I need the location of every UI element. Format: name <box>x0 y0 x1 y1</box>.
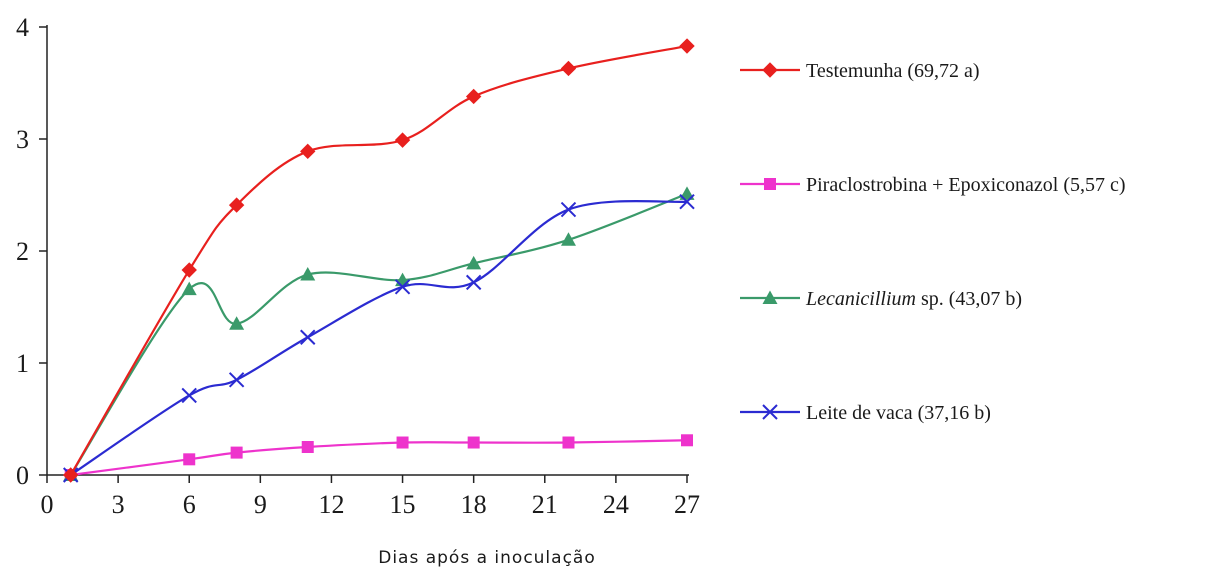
data-point <box>465 88 482 105</box>
data-point <box>62 467 79 483</box>
series-layer <box>62 38 695 483</box>
data-point <box>679 194 695 210</box>
data-point <box>228 372 245 388</box>
data-point <box>679 186 695 200</box>
data-point <box>181 262 197 278</box>
data-point <box>300 267 316 281</box>
data-point <box>467 436 480 449</box>
data-point <box>560 201 577 218</box>
legend-label: Leite de vaca (37,16 b) <box>806 402 991 424</box>
series-1 <box>64 434 693 481</box>
y-tick-label: 0 <box>16 461 29 490</box>
data-point <box>681 434 693 447</box>
x-tick-label: 3 <box>112 490 125 519</box>
x-tick-label: 9 <box>254 490 267 519</box>
legend-item-1: Piraclostrobina + Epoxiconazol (5,57 c) <box>740 174 1126 196</box>
x-marker-stroke <box>228 372 245 388</box>
series-line <box>70 439 688 477</box>
y-tick-label: 2 <box>16 237 29 266</box>
data-point <box>181 387 197 404</box>
legend-item-0: Testemunha (69,72 a) <box>740 60 980 82</box>
data-point <box>560 232 576 246</box>
series-line <box>69 44 688 476</box>
x-marker-stroke <box>679 194 695 210</box>
series-3 <box>62 194 695 483</box>
legend-item-3: Leite de vaca (37,16 b) <box>740 402 991 424</box>
series-2 <box>63 186 695 481</box>
data-point <box>181 281 197 296</box>
legend: Testemunha (69,72 a) Piraclostrobina + Ep… <box>740 60 1126 424</box>
legend-marker <box>762 62 778 78</box>
y-tick-label: 1 <box>16 349 29 378</box>
legend-label: Lecanicillium sp. (43,07 b) <box>805 288 1022 310</box>
legend-label: Piraclostrobina + Epoxiconazol (5,57 c) <box>806 174 1126 196</box>
x-marker-stroke <box>181 387 197 404</box>
data-point <box>228 197 245 213</box>
x-tick-label: 0 <box>41 490 54 519</box>
x-axis-label: Dias após a inoculação <box>378 548 596 568</box>
x-marker-stroke <box>465 274 482 291</box>
legend-marker <box>762 290 778 304</box>
x-tick-label: 21 <box>532 490 558 519</box>
x-tick-label: 27 <box>674 490 700 519</box>
legend-marker <box>764 178 776 190</box>
legend-item-2: Lecanicillium sp. (43,07 b) <box>740 288 1022 310</box>
data-point <box>230 446 243 459</box>
data-point <box>679 38 695 54</box>
x-tick-label: 24 <box>603 490 629 519</box>
data-point <box>394 132 411 148</box>
data-point <box>466 255 482 270</box>
x-tick-label: 15 <box>390 490 416 519</box>
data-point <box>229 316 245 330</box>
legend-label-part: Lecanicillium <box>805 288 916 310</box>
x-marker-stroke <box>560 201 577 218</box>
x-tick-label: 12 <box>318 490 344 519</box>
data-point <box>396 436 409 449</box>
y-tick-label: 4 <box>16 13 29 42</box>
data-point <box>183 453 196 466</box>
legend-label-part: Piraclostrobina + Epoxiconazol (5,57 c) <box>806 174 1126 196</box>
data-point <box>394 279 411 295</box>
data-point <box>465 274 482 291</box>
legend-label-part: Leite de vaca (37,16 b) <box>806 402 991 424</box>
legend-marker <box>762 404 778 420</box>
x-marker-stroke <box>300 329 316 345</box>
series-line <box>70 199 688 476</box>
data-point <box>560 60 577 77</box>
y-tick-label: 3 <box>16 125 29 154</box>
x-marker-stroke <box>394 279 411 295</box>
x-tick-label: 18 <box>461 490 487 519</box>
data-point <box>562 436 575 449</box>
legend-label-part: sp. (43,07 b) <box>916 288 1022 310</box>
x-tick-label: 6 <box>183 490 196 519</box>
legend-label-part: Testemunha (69,72 a) <box>806 60 980 82</box>
data-point <box>300 329 316 345</box>
legend-label: Testemunha (69,72 a) <box>806 60 980 82</box>
data-point <box>301 441 314 453</box>
series-line <box>69 192 688 476</box>
data-point <box>300 143 316 160</box>
series-0 <box>62 38 695 483</box>
x-marker-stroke <box>762 404 778 420</box>
